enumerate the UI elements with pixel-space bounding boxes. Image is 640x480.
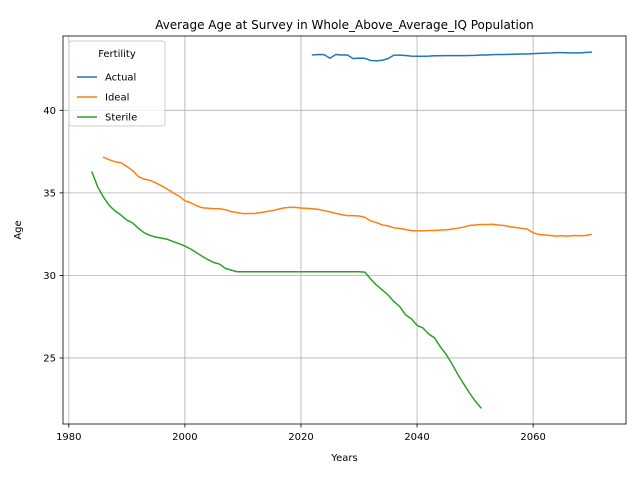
y-tick-label: 40 [43,106,56,117]
y-tick-label: 25 [43,353,56,364]
x-tick-label: 1980 [56,432,81,443]
legend: Fertility Actual Ideal Sterile [68,40,166,127]
y-tick-label: 30 [43,271,56,282]
y-axis-label: Age [13,220,24,239]
legend-title: Fertility [98,49,136,60]
x-tick-label: 2000 [172,432,197,443]
x-axis-label: Years [330,453,357,464]
x-tick-label: 2060 [520,432,545,443]
series-line-ideal [102,156,593,237]
legend-box [68,40,166,127]
series-lines [91,51,593,409]
series-line-actual [311,51,592,62]
grid [63,36,626,424]
plot-frame [62,35,627,425]
legend-label-actual: Actual [105,73,136,84]
legend-label-sterile: Sterile [105,113,137,124]
legend-label-ideal: Ideal [105,93,129,104]
x-tick-label: 2020 [288,432,313,443]
axis-ticks: 1980 2000 2020 2040 2060 25 30 35 40 [43,106,546,443]
series-line-sterile [91,171,482,409]
x-tick-label: 2040 [404,432,429,443]
chart-title: Average Age at Survey in Whole_Above_Ave… [155,18,534,32]
y-tick-label: 35 [43,188,56,199]
